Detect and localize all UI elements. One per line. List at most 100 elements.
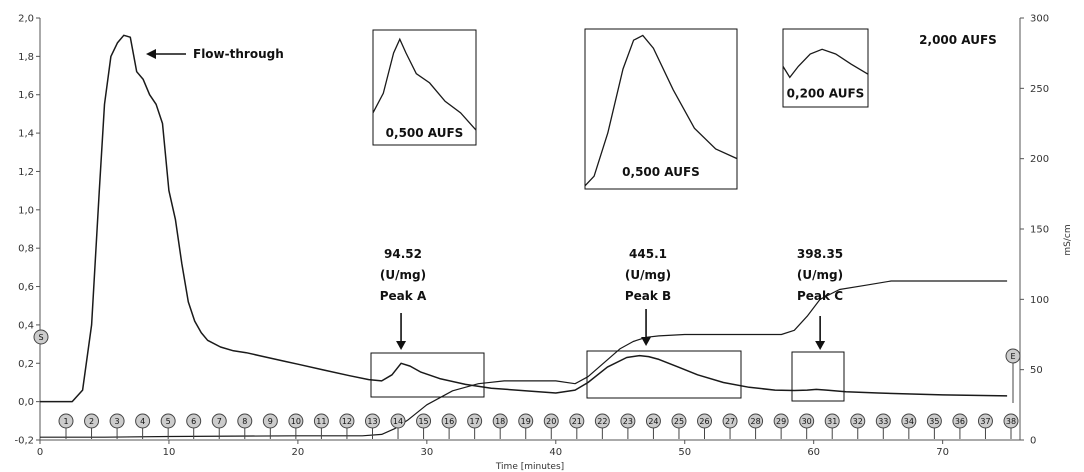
- fraction-marker: [1003, 413, 1019, 429]
- fraction-label: 35: [929, 417, 939, 426]
- peak-b-label: Peak B: [625, 289, 671, 303]
- peak-c-box: [791, 351, 845, 402]
- fraction-marker: [901, 413, 917, 429]
- fraction-marker: [952, 413, 968, 429]
- inset-panels: 0,500 AUFS 0,500 AUFS 0,200 AUFS: [372, 28, 869, 190]
- peak-b-arrow-head: [641, 337, 652, 346]
- inset-peak-a: 0,500 AUFS: [372, 29, 477, 146]
- fraction-marker: [237, 413, 253, 429]
- fraction-label: 27: [725, 417, 735, 426]
- inset-peak-b: 0,500 AUFS: [584, 28, 738, 190]
- fraction-label: 2: [89, 417, 94, 426]
- peak-a-unit: (U/mg): [380, 268, 426, 282]
- flow-through-arrow-head: [146, 49, 156, 59]
- peak-c-unit: (U/mg): [797, 268, 843, 282]
- fraction-label: 10: [291, 417, 301, 426]
- x-tick-label: 50: [678, 447, 691, 458]
- fraction-label: 23: [623, 417, 633, 426]
- absorbance-trace: [40, 34, 1008, 403]
- fraction-marker: [186, 413, 202, 429]
- fraction-label: 11: [316, 417, 326, 426]
- inset-peak-a-frame: [372, 29, 477, 146]
- fraction-marker: [416, 413, 432, 429]
- y-right-tick-label: 100: [1030, 295, 1049, 306]
- start-marker: [33, 329, 49, 345]
- x-tick-label: 70: [936, 447, 949, 458]
- fraction-marker: [799, 413, 815, 429]
- y-right-tick-label: 250: [1030, 84, 1049, 95]
- x-tick-label: 30: [420, 447, 433, 458]
- fraction-label: 12: [342, 417, 352, 426]
- fraction-label: 9: [268, 417, 273, 426]
- end-marker-label: E: [1010, 352, 1015, 361]
- x-tick-label: 40: [549, 447, 562, 458]
- fraction-marker: [160, 413, 176, 429]
- fraction-marker: [722, 413, 738, 429]
- fraction-marker: [518, 413, 534, 429]
- peak-c-label: Peak C: [797, 289, 843, 303]
- fraction-marker: [262, 413, 278, 429]
- fraction-label: 5: [166, 417, 171, 426]
- flow-through-label: Flow-through: [193, 47, 284, 61]
- fraction-label: 20: [546, 417, 556, 426]
- peak-b-box: [586, 350, 742, 399]
- fraction-marker: [748, 413, 764, 429]
- fraction-label: 8: [242, 417, 247, 426]
- inset-peak-b-scale-label: 0,500 AUFS: [622, 165, 700, 179]
- conductivity-trace: [40, 280, 1008, 438]
- fraction-marker: [645, 413, 661, 429]
- y-left-tick-label: 0,8: [18, 244, 34, 255]
- fraction-marker: [850, 413, 866, 429]
- fraction-marker: [926, 413, 942, 429]
- y-left-tick-label: 1,6: [18, 90, 34, 101]
- fraction-label: 24: [648, 417, 658, 426]
- fraction-marker: [135, 413, 151, 429]
- fraction-marker: [364, 413, 380, 429]
- fraction-marker: [671, 413, 687, 429]
- fraction-label: 33: [878, 417, 888, 426]
- fraction-marker: [824, 413, 840, 429]
- fraction-label: 7: [217, 417, 222, 426]
- fraction-marker: [492, 413, 508, 429]
- y-left-tick-label: 1,2: [18, 167, 34, 178]
- inset-peak-c-curve: [782, 48, 869, 79]
- axes: -0,20,00,20,40,60,81,01,21,41,61,82,0050…: [14, 14, 1073, 472]
- y-right-tick-label: 150: [1030, 225, 1049, 236]
- fraction-label: 30: [802, 417, 812, 426]
- fraction-label: 32: [853, 417, 863, 426]
- start-marker-label: S: [38, 333, 43, 342]
- fraction-marker: [977, 413, 993, 429]
- y-right-tick-label: 50: [1030, 365, 1043, 376]
- fraction-marker: [441, 413, 457, 429]
- traces: [40, 34, 1008, 438]
- inset-peak-c: 0,200 AUFS: [782, 28, 869, 108]
- fraction-label: 16: [444, 417, 454, 426]
- fraction-marker: [109, 413, 125, 429]
- fraction-label: 19: [521, 417, 531, 426]
- fraction-marker: [467, 413, 483, 429]
- annotations: Flow-through 2,000 AUFS 94.52 (U/mg) Peak A 4…: [146, 33, 997, 402]
- peak-b-unit: (U/mg): [625, 268, 671, 282]
- peak-a-box: [370, 352, 485, 398]
- peak-a-label: Peak A: [380, 289, 427, 303]
- fraction-marker: [594, 413, 610, 429]
- fraction-marker: [288, 413, 304, 429]
- y-left-tick-label: 1,4: [18, 129, 34, 140]
- fraction-label: 1: [63, 417, 68, 426]
- fraction-marker: [58, 413, 74, 429]
- y-left-tick-label: 0,0: [18, 397, 34, 408]
- inset-peak-a-curve: [372, 37, 477, 131]
- y-right-tick-label: 300: [1030, 14, 1049, 25]
- inset-peak-a-scale-label: 0,500 AUFS: [386, 126, 464, 140]
- peak-c-arrow-head: [815, 341, 826, 350]
- fraction-label: 28: [751, 417, 761, 426]
- peak-b-activity: 445.1: [629, 247, 667, 261]
- fraction-marker: [313, 413, 329, 429]
- x-tick-label: 20: [292, 447, 305, 458]
- fraction-marker: [697, 413, 713, 429]
- fraction-label: 13: [367, 417, 377, 426]
- fraction-label: 25: [674, 417, 684, 426]
- x-tick-label: 0: [37, 447, 43, 458]
- fraction-label: 31: [827, 417, 837, 426]
- y-right-axis-label: mS/cm: [1063, 224, 1073, 255]
